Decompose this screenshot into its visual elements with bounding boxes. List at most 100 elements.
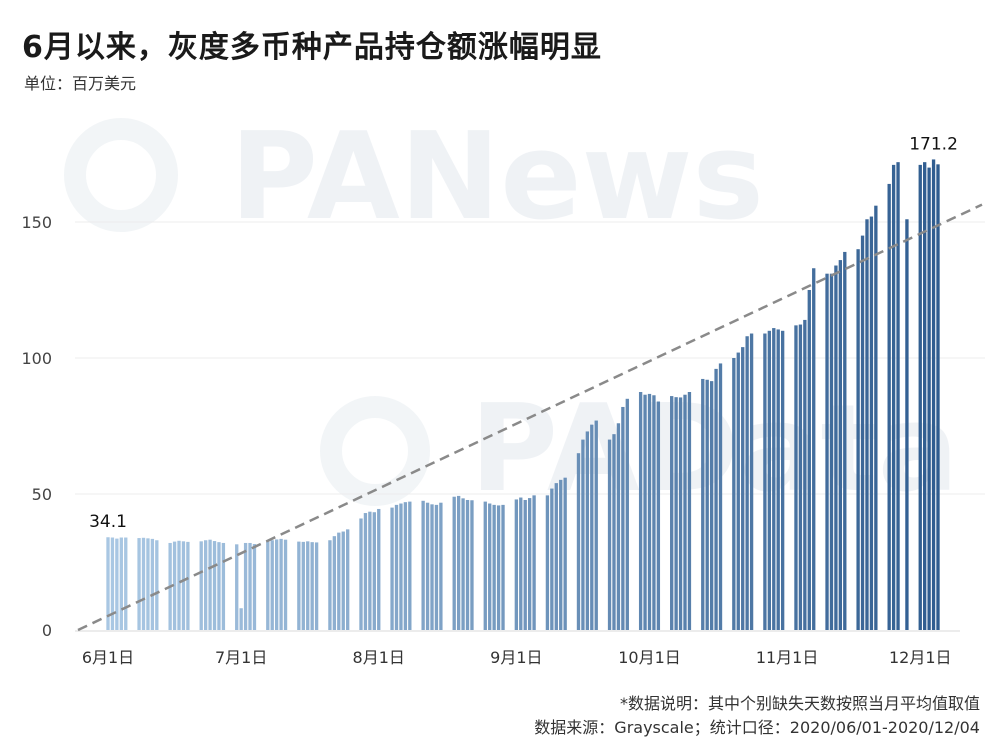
bar <box>678 397 683 630</box>
bar <box>807 290 811 630</box>
y-tick-label: 150 <box>21 213 52 232</box>
bar <box>687 392 692 630</box>
x-tick-label: 10月1日 <box>618 648 681 667</box>
bar <box>421 500 425 630</box>
bar <box>456 495 461 630</box>
footnote-source: 数据来源：Grayscale；统计口径：2020/06/01-2020/12/0… <box>534 718 980 737</box>
bar <box>248 542 252 630</box>
bar <box>430 504 434 630</box>
bar <box>146 538 150 630</box>
bar <box>270 540 274 630</box>
bar <box>860 235 865 630</box>
x-tick-label: 12月1日 <box>889 648 952 667</box>
bar <box>328 540 332 630</box>
bar <box>439 502 443 630</box>
bar <box>283 539 288 630</box>
bar <box>652 395 656 630</box>
bar <box>266 541 270 630</box>
chart-unit-label: 单位：百万美元 <box>24 74 137 93</box>
bar <box>341 531 345 630</box>
bar <box>834 265 838 630</box>
bar <box>838 260 843 630</box>
bar <box>172 541 177 630</box>
bar <box>550 488 554 630</box>
bar <box>829 273 834 630</box>
bar <box>297 541 301 630</box>
x-tick-label: 11月1日 <box>756 648 819 667</box>
bar <box>643 394 647 630</box>
bar <box>314 542 319 630</box>
bar <box>221 542 226 630</box>
bar <box>150 538 155 630</box>
bar <box>714 368 718 630</box>
x-tick-label: 6月1日 <box>82 648 134 667</box>
bar <box>803 319 807 630</box>
bar <box>701 378 705 630</box>
bar <box>772 328 776 630</box>
bar <box>670 396 674 630</box>
bar <box>106 537 110 630</box>
bar <box>931 159 936 630</box>
bar <box>408 501 412 630</box>
bar <box>794 325 798 630</box>
bar <box>394 504 399 630</box>
bar <box>709 381 714 630</box>
bar <box>767 330 772 630</box>
x-tick-label: 7月1日 <box>215 648 267 667</box>
bar <box>674 397 678 630</box>
bar <box>545 495 550 630</box>
bar <box>923 162 927 630</box>
bar <box>363 513 368 630</box>
bar <box>359 518 363 630</box>
bar <box>514 499 519 630</box>
bar <box>346 529 350 630</box>
bar <box>403 502 408 630</box>
bar <box>115 538 119 630</box>
bar <box>891 164 896 630</box>
bar <box>621 406 625 630</box>
bar <box>377 508 381 630</box>
bar <box>581 439 585 630</box>
bar <box>274 539 279 630</box>
chart-title: 6月以来，灰度多币种产品持仓额涨幅明显 <box>22 30 602 65</box>
trend-line <box>77 203 983 632</box>
bar <box>252 544 257 630</box>
bar <box>527 498 532 630</box>
bar <box>887 183 891 631</box>
bar <box>745 336 749 630</box>
bar <box>616 423 621 630</box>
bar <box>749 333 754 630</box>
bar <box>918 164 922 630</box>
bar <box>461 498 465 630</box>
bar <box>798 324 803 630</box>
y-tick-label: 50 <box>32 485 52 504</box>
bar <box>590 424 594 630</box>
bar <box>212 541 217 630</box>
bar <box>243 542 248 630</box>
bar <box>465 499 470 630</box>
bar <box>399 503 403 630</box>
bar <box>110 537 115 630</box>
bar <box>736 352 740 630</box>
bar <box>306 541 310 630</box>
bar <box>776 329 780 630</box>
bar <box>496 505 501 630</box>
data-label: 34.1 <box>89 512 127 532</box>
bar <box>483 501 487 630</box>
bar <box>741 347 745 630</box>
data-label: 171.2 <box>909 134 958 154</box>
bar <box>337 532 341 630</box>
watermark-panews: PANews <box>230 108 764 247</box>
bar <box>763 333 767 630</box>
bar <box>235 544 239 630</box>
bar <box>927 167 931 630</box>
bar <box>332 536 337 630</box>
bar <box>874 205 878 630</box>
bar <box>368 511 372 630</box>
y-tick-label: 100 <box>21 349 52 368</box>
bar <box>372 512 376 630</box>
bar <box>470 500 474 630</box>
bar <box>856 249 860 630</box>
bar <box>239 608 243 630</box>
